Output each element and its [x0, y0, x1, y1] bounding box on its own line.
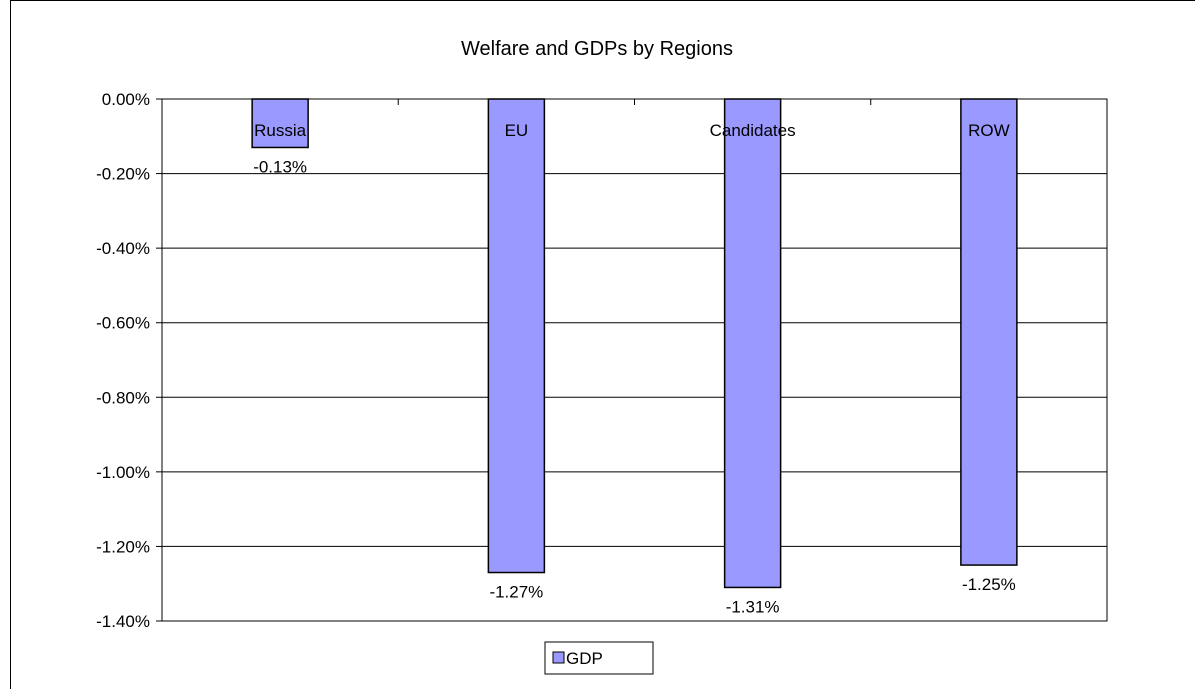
y-tick-label: -0.40% [96, 239, 150, 258]
category-label: Candidates [710, 121, 796, 140]
legend: GDP [544, 641, 654, 675]
bar-eu [487, 98, 546, 574]
data-label: -1.27% [489, 583, 543, 602]
legend-label: GDP [566, 649, 603, 668]
y-tick-label: -0.20% [96, 165, 150, 184]
chart-title: Welfare and GDPs by Regions [461, 38, 733, 60]
bar-row [960, 98, 1018, 566]
bar-russia [251, 98, 309, 149]
y-tick-label: -0.80% [96, 388, 150, 407]
legend-swatch [552, 651, 565, 664]
y-tick-label: -1.00% [96, 463, 150, 482]
bar-candidates [723, 98, 782, 589]
plot-area: 0.00% -0.20% -0.40% -0.60% -0.80% -1.00% -1.20… [96, 90, 1108, 631]
category-label: EU [505, 121, 529, 140]
category-label: ROW [968, 121, 1010, 140]
y-tick-label: -1.20% [96, 537, 150, 556]
data-label: -1.25% [962, 575, 1016, 594]
y-tick-label: -1.40% [96, 612, 150, 631]
y-tick-label: 0.00% [102, 90, 150, 109]
category-label: Russia [254, 121, 307, 140]
data-label: -1.31% [726, 597, 780, 616]
data-label: -0.13% [253, 157, 307, 176]
chart-frame [10, 0, 1195, 689]
y-tick-label: -0.60% [96, 314, 150, 333]
